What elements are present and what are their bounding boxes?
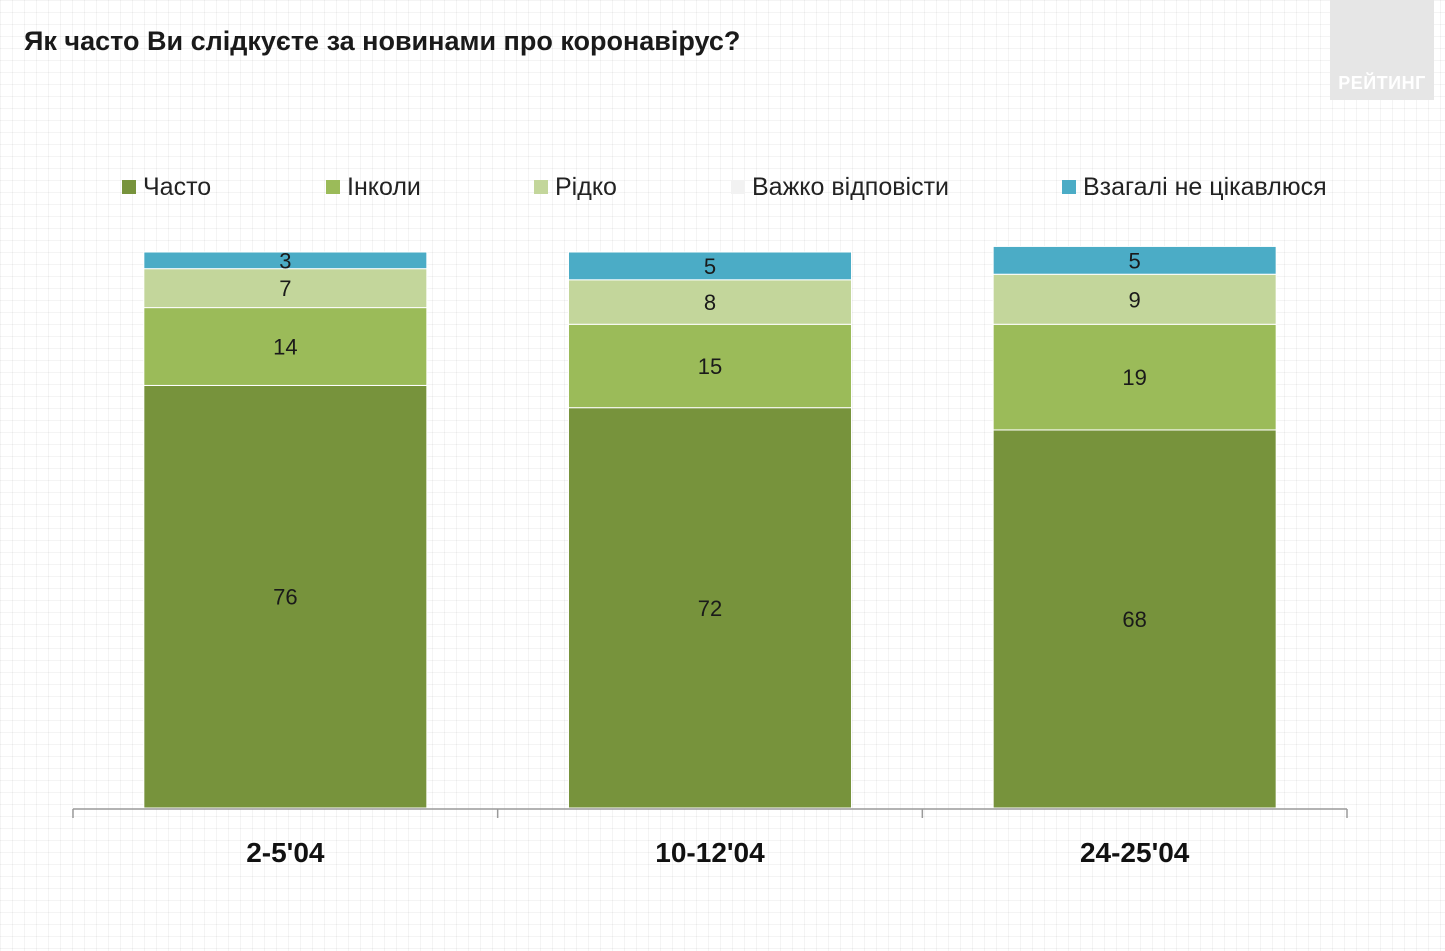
data-label: 3: [279, 248, 291, 273]
data-label: 72: [698, 596, 722, 621]
data-label: 5: [704, 254, 716, 279]
category-label: 2-5'04: [246, 837, 325, 868]
brand-logo: РЕЙТИНГ: [1330, 0, 1434, 100]
bar-segment: [992, 323, 1277, 431]
chart-title: Як часто Ви слідкуєте за новинами про ко…: [24, 26, 741, 56]
data-label: 68: [1122, 607, 1146, 632]
data-label: 15: [698, 354, 722, 379]
bar-segment: [568, 323, 852, 409]
category-label: 24-25'04: [1080, 837, 1190, 868]
data-label: 5: [1129, 248, 1141, 273]
brand-logo-text: РЕЙТИНГ: [1338, 73, 1426, 93]
bar-segment: [143, 251, 428, 270]
data-label: 7: [279, 276, 291, 301]
data-label: 9: [1129, 287, 1141, 312]
category-label: 10-12'04: [655, 837, 765, 868]
data-label: 8: [704, 290, 716, 315]
bar-segment: [992, 429, 1277, 809]
bar-segment: [568, 279, 852, 325]
bar-segment: [143, 268, 428, 309]
bar-segment: [568, 251, 852, 281]
data-label: 76: [273, 585, 297, 610]
data-label: 19: [1122, 365, 1146, 390]
data-label: 14: [273, 335, 297, 360]
bar-segment: [143, 384, 428, 809]
bar-segment: [143, 307, 428, 386]
bar-segment: [992, 245, 1277, 275]
bar-segment: [568, 407, 852, 809]
